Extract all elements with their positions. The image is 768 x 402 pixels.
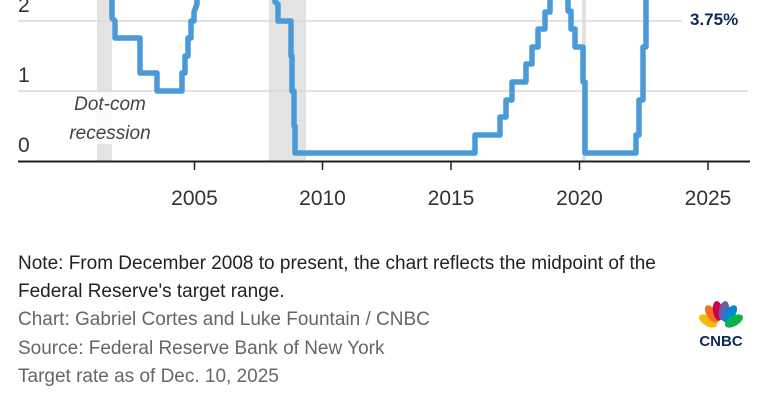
as-of-date: Target rate as of Dec. 10, 2025	[18, 366, 279, 387]
x-label-2020: 2020	[556, 187, 603, 210]
recession-label-line1: Dot-com	[74, 94, 146, 115]
y-label-2: 2	[18, 0, 30, 17]
cnbc-wordmark: CNBC	[699, 333, 742, 348]
x-label-2005: 2005	[171, 187, 218, 210]
cnbc-peacock-logo-icon: CNBC	[698, 301, 744, 348]
y-label-0: 0	[18, 134, 30, 157]
y-axis-labels: 2 1 0	[18, 0, 30, 157]
fed-funds-rate-chart: 2 1 0 Dot-com recession 3.75% 2005 2010 …	[18, 0, 750, 210]
rate-line	[109, 0, 200, 94]
rate-line-2019	[565, 0, 649, 156]
financial-crisis-recession-band	[269, 0, 306, 161]
chart-footer: Note: From December 2008 to present, the…	[18, 250, 678, 392]
y-label-1: 1	[18, 64, 30, 87]
chart-credit: Chart: Gabriel Cortes and Luke Fountain …	[18, 309, 430, 330]
recession-annotation: Dot-com recession	[58, 92, 164, 144]
current-rate-label: 3.75%	[690, 10, 738, 29]
gridlines	[18, 20, 748, 92]
recession-label-line2: recession	[69, 123, 150, 144]
x-label-2010: 2010	[299, 187, 346, 210]
rate-line-2008	[272, 0, 553, 156]
x-axis: 2005 2010 2015 2020 2025	[18, 160, 750, 210]
footnote: Note: From December 2008 to present, the…	[18, 253, 656, 302]
data-source: Source: Federal Reserve Bank of New York	[18, 337, 385, 359]
x-label-2015: 2015	[428, 187, 475, 210]
x-label-2025: 2025	[685, 187, 732, 210]
